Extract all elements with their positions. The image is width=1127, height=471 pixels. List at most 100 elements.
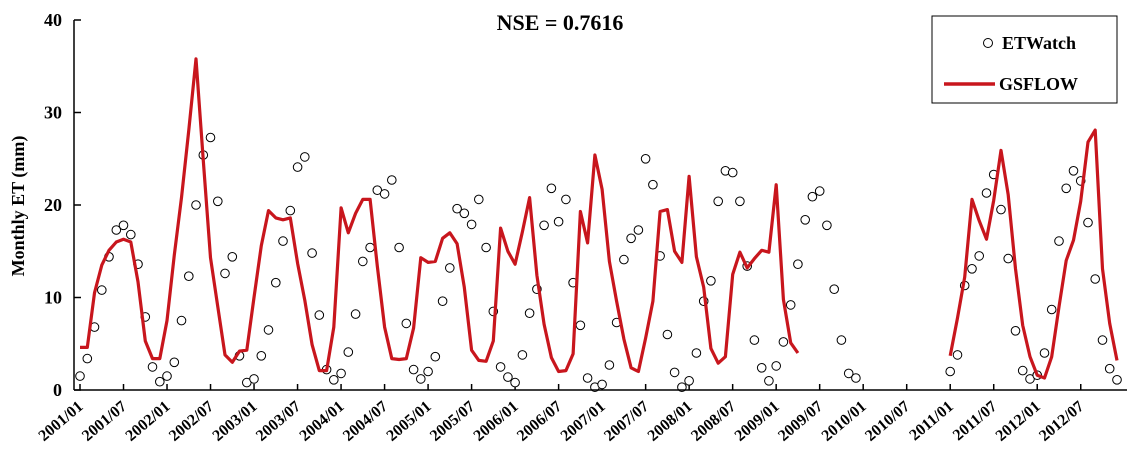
etwatch-point [336, 368, 346, 379]
etwatch-point [503, 372, 513, 382]
etwatch-point [974, 251, 985, 261]
etwatch-point [582, 373, 593, 383]
y-tick-label: 0 [53, 380, 62, 400]
etwatch-point [459, 208, 470, 219]
etwatch-point [778, 337, 789, 347]
x-tick-label: 2002/07 [166, 398, 217, 445]
etwatch-point [662, 329, 673, 340]
etwatch-point [1083, 217, 1093, 228]
etwatch-point [706, 276, 716, 286]
etwatch-point [300, 152, 310, 162]
etwatch-point [1046, 304, 1057, 315]
etwatch-point [735, 196, 745, 207]
etwatch-point [517, 350, 528, 360]
etwatch-point [524, 308, 535, 319]
x-tick-label: 2010/07 [862, 398, 913, 445]
etwatch-point [292, 162, 303, 172]
etwatch-point [633, 225, 644, 235]
x-tick-label: 2008/01 [645, 398, 696, 445]
etwatch-point [278, 236, 288, 246]
etwatch-point [597, 379, 607, 390]
etwatch-point [836, 335, 847, 345]
etwatch-point [691, 348, 702, 358]
etwatch-point [1068, 166, 1079, 176]
x-tick-label: 2007/01 [558, 398, 609, 445]
etwatch-point [82, 353, 93, 364]
etwatch-point [713, 196, 724, 207]
x-tick-label: 2004/01 [297, 398, 348, 445]
etwatch-point [771, 361, 782, 371]
etwatch-point [227, 251, 238, 262]
y-tick-label: 10 [44, 288, 62, 308]
etwatch-point [727, 167, 738, 178]
x-tick-label: 2001/07 [79, 398, 130, 445]
y-tick-label: 40 [44, 10, 62, 30]
etwatch-point [945, 366, 956, 377]
y-axis-label: Monthly ET (mm) [8, 136, 29, 277]
etwatch-point [466, 219, 477, 230]
x-tick-label: 2009/01 [732, 398, 783, 445]
x-tick-label: 2003/07 [253, 398, 304, 445]
etwatch-point [967, 264, 977, 274]
etwatch-point [546, 183, 557, 194]
etwatch-point [350, 309, 361, 319]
etwatch-point [851, 373, 861, 383]
etwatch-point [814, 186, 825, 196]
etwatch-point [807, 191, 818, 202]
etwatch-point [1112, 375, 1122, 385]
x-tick-label: 2009/07 [775, 398, 826, 445]
etwatch-point [430, 351, 441, 362]
etwatch-point [764, 376, 774, 386]
etwatch-point [329, 375, 339, 385]
x-tick-label: 2011/01 [906, 398, 956, 444]
etwatch-point [996, 204, 1006, 215]
etwatch-point [749, 335, 760, 345]
x-tick-label: 2011/07 [950, 398, 1000, 444]
etwatch-point [387, 175, 397, 185]
etwatch-point [561, 194, 571, 205]
x-tick-label: 2001/01 [35, 398, 86, 445]
etwatch-point [111, 225, 122, 235]
etwatch-point [365, 242, 375, 253]
chart-title: NSE = 0.7616 [497, 10, 624, 35]
etwatch-point [256, 351, 267, 361]
etwatch-point [437, 296, 448, 307]
etwatch-point [408, 364, 419, 375]
etwatch-point [604, 360, 615, 370]
etwatch-point [1090, 274, 1100, 284]
x-tick-label: 2010/01 [819, 398, 870, 445]
legend-gsflow-label: GSFLOW [999, 74, 1078, 94]
etwatch-point [822, 220, 832, 231]
etwatch-point [358, 256, 368, 267]
x-tick-label: 2008/07 [688, 398, 739, 445]
etwatch-point [75, 371, 85, 381]
gsflow-line [80, 57, 800, 374]
etwatch-point [416, 374, 426, 384]
etwatch-point [510, 377, 520, 388]
x-tick-label: 2003/01 [210, 398, 261, 445]
etwatch-point [220, 268, 230, 279]
etwatch-point [1061, 183, 1071, 194]
etwatch-point [539, 220, 549, 231]
etwatch-point [626, 233, 636, 244]
etwatch-point [285, 205, 296, 216]
etwatch-point [169, 357, 180, 368]
etwatch-point [1017, 365, 1028, 376]
y-tick-label: 30 [44, 103, 62, 123]
etwatch-point [648, 179, 658, 190]
x-tick-label: 2005/07 [427, 398, 478, 445]
etwatch-point [952, 350, 963, 360]
etwatch-point [213, 196, 223, 207]
etwatch-point [669, 367, 680, 378]
etwatch-point [97, 285, 107, 295]
etwatch-point [314, 310, 325, 320]
etwatch-point [394, 242, 404, 253]
x-tick-label: 2012/07 [1036, 398, 1087, 445]
legend-etwatch-label: ETWatch [1002, 33, 1076, 53]
etwatch-point [619, 254, 629, 265]
etwatch-point [343, 347, 354, 357]
etwatch-point [191, 200, 201, 210]
etwatch-point [126, 229, 136, 240]
etwatch-point [800, 215, 811, 225]
etwatch-point [756, 363, 767, 373]
